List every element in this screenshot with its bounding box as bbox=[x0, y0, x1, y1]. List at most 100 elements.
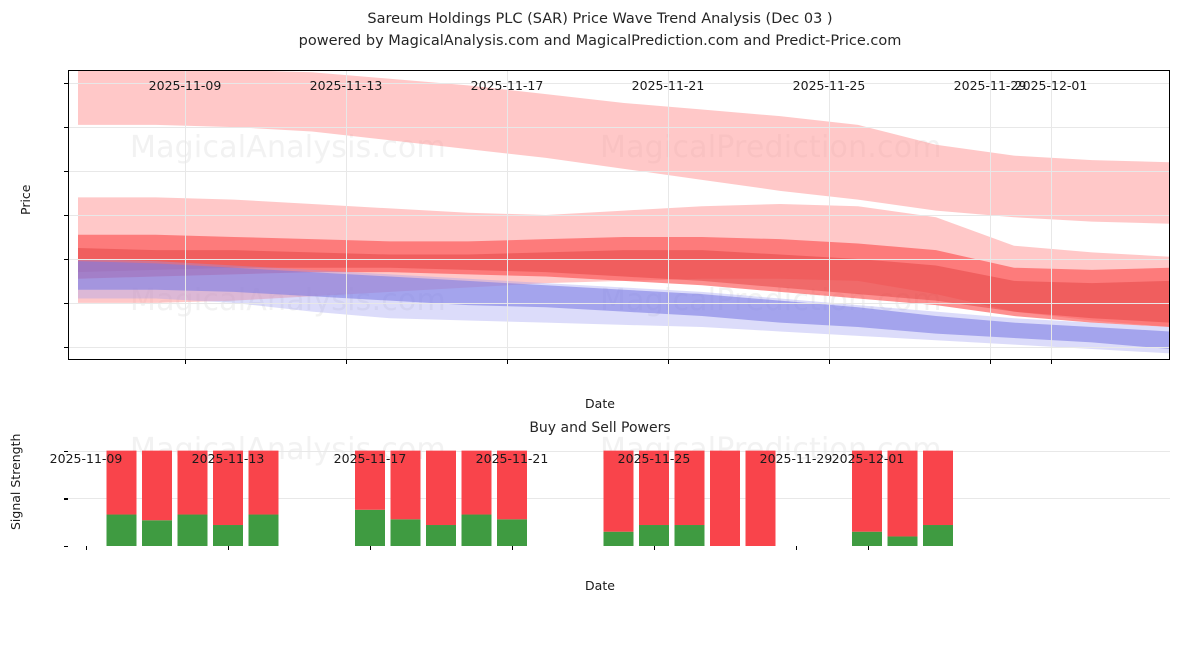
price-band-outer-upper-band bbox=[78, 70, 1170, 224]
buy-power-segment bbox=[603, 531, 634, 546]
main-y-tickmark bbox=[64, 127, 68, 129]
price-band-core-strong-band bbox=[78, 234, 1170, 328]
signal-x-tick-label: 2025-11-13 bbox=[191, 451, 265, 466]
signal-x-tick-label: 2025-11-09 bbox=[49, 451, 123, 466]
signal-x-tickmark bbox=[512, 546, 514, 550]
price-bands bbox=[78, 70, 1170, 354]
sell-power-segment bbox=[177, 450, 208, 515]
buy-power-segment bbox=[923, 525, 953, 546]
signal-y-tickmark bbox=[64, 546, 68, 548]
main-gridline-v bbox=[507, 70, 508, 360]
main-y-tickmark bbox=[64, 346, 68, 348]
main-gridline-v bbox=[185, 70, 186, 360]
main-axis-spine-bottom bbox=[68, 358, 1170, 360]
price-band-lower-blue-band bbox=[78, 261, 1170, 350]
main-gridline-h bbox=[68, 258, 1170, 260]
sell-power-segment bbox=[639, 450, 669, 526]
sell-power-segment bbox=[248, 450, 279, 515]
main-y-tickmark bbox=[64, 258, 68, 261]
sell-power-segment bbox=[603, 450, 634, 532]
main-x-tick-label: 2025-11-21 bbox=[631, 78, 705, 93]
title-line-1: Sareum Holdings PLC (SAR) Price Wave Tre… bbox=[367, 11, 833, 27]
sell-power-segment bbox=[461, 450, 492, 515]
sell-power-segment bbox=[887, 450, 918, 537]
sell-power-segment bbox=[497, 450, 527, 520]
chart-page: Sareum Holdings PLC (SAR) Price Wave Tre… bbox=[0, 8, 1200, 593]
main-axis-spine-top bbox=[68, 70, 1170, 72]
main-y-tickmark bbox=[64, 215, 68, 217]
buy-power-segment bbox=[461, 514, 492, 546]
buy-sell-powers-plot: 0.00.51.02025-11-092025-11-132025-11-172… bbox=[50, 443, 1170, 550]
signal-x-tick-label: 2025-11-29 bbox=[759, 451, 833, 466]
signal-bar bbox=[426, 450, 456, 546]
signal-axis-spine-bottom bbox=[68, 650, 1170, 651]
signal-axis-spine-right bbox=[68, 546, 69, 649]
main-x-tick-label: 2025-11-29 bbox=[953, 78, 1027, 93]
main-gridline-h bbox=[68, 83, 1170, 85]
buy-power-segment bbox=[390, 519, 421, 546]
signal-bar bbox=[390, 450, 421, 546]
main-gridline-h bbox=[68, 215, 1170, 216]
signal-strength-axis-label: Signal Strength bbox=[8, 433, 23, 530]
price-axis-label: Price bbox=[18, 184, 33, 216]
sell-power-segment bbox=[852, 450, 882, 532]
signal-bar bbox=[248, 450, 279, 546]
sell-power-segment bbox=[923, 450, 953, 526]
signal-x-tickmark bbox=[654, 546, 656, 550]
signal-bar bbox=[745, 450, 776, 546]
main-x-tick-label: 2025-11-13 bbox=[309, 78, 383, 93]
sell-power-segment bbox=[426, 450, 456, 526]
signal-x-tick-label: 2025-11-17 bbox=[333, 451, 407, 466]
main-y-tickmark bbox=[64, 83, 68, 85]
main-gridline-h bbox=[68, 302, 1170, 304]
buy-power-segment bbox=[497, 519, 527, 546]
main-x-tickmark bbox=[507, 360, 509, 364]
signal-bar bbox=[177, 450, 208, 546]
signal-bar bbox=[355, 450, 385, 546]
main-y-tickmark bbox=[64, 302, 68, 305]
signal-bar bbox=[852, 450, 882, 546]
buy-power-segment bbox=[852, 531, 882, 546]
signal-y-tickmark bbox=[64, 498, 68, 500]
main-gridline-v bbox=[1051, 70, 1052, 360]
main-x-tick-label: 2025-12-01 bbox=[1014, 78, 1088, 93]
signal-bar bbox=[213, 450, 243, 546]
buy-power-segment bbox=[142, 520, 172, 546]
sell-power-segment bbox=[355, 450, 385, 510]
main-gridline-v bbox=[668, 70, 669, 360]
sell-power-segment bbox=[390, 450, 421, 520]
signal-x-axis-label: Date bbox=[585, 578, 615, 593]
signal-x-tickmark bbox=[370, 546, 372, 550]
main-axis-spine-right bbox=[1168, 70, 1170, 360]
main-x-tick-label: 2025-11-25 bbox=[792, 78, 866, 93]
main-x-tickmark bbox=[990, 360, 992, 364]
signal-bar bbox=[639, 450, 669, 546]
main-x-tick-label: 2025-11-17 bbox=[470, 78, 544, 93]
sell-power-segment bbox=[710, 450, 740, 546]
main-gridline-v bbox=[346, 70, 347, 360]
price-wave-plot: 121416182022242025-11-092025-11-132025-1… bbox=[64, 70, 1170, 364]
signal-bar bbox=[461, 450, 492, 546]
main-x-axis-label: Date bbox=[585, 396, 615, 411]
main-x-tickmark bbox=[668, 360, 670, 364]
signal-bar bbox=[497, 450, 527, 546]
main-x-tickmark bbox=[185, 360, 187, 364]
buy-power-segment bbox=[674, 525, 705, 546]
signal-x-tickmark bbox=[228, 546, 230, 550]
main-gridline-h bbox=[68, 346, 1170, 348]
signal-x-tick-label: 2025-11-21 bbox=[475, 451, 549, 466]
main-gridline-v bbox=[829, 70, 830, 360]
buy-power-segment bbox=[106, 514, 137, 546]
title-line-2: powered by MagicalAnalysis.com and Magic… bbox=[298, 33, 902, 49]
signal-bar bbox=[603, 450, 634, 546]
page-title: Sareum Holdings PLC (SAR) Price Wave Tre… bbox=[0, 8, 1200, 52]
main-y-tickmark bbox=[64, 171, 68, 173]
sell-power-segment bbox=[213, 450, 243, 526]
sell-power-segment bbox=[674, 450, 705, 526]
main-axis-spine-left bbox=[68, 70, 70, 360]
signal-x-tick-label: 2025-12-01 bbox=[831, 451, 905, 466]
main-x-tick-label: 2025-11-09 bbox=[148, 78, 222, 93]
main-gridline-h bbox=[68, 171, 1170, 173]
buy-power-segment bbox=[177, 514, 208, 546]
main-gridline-v bbox=[990, 70, 991, 360]
